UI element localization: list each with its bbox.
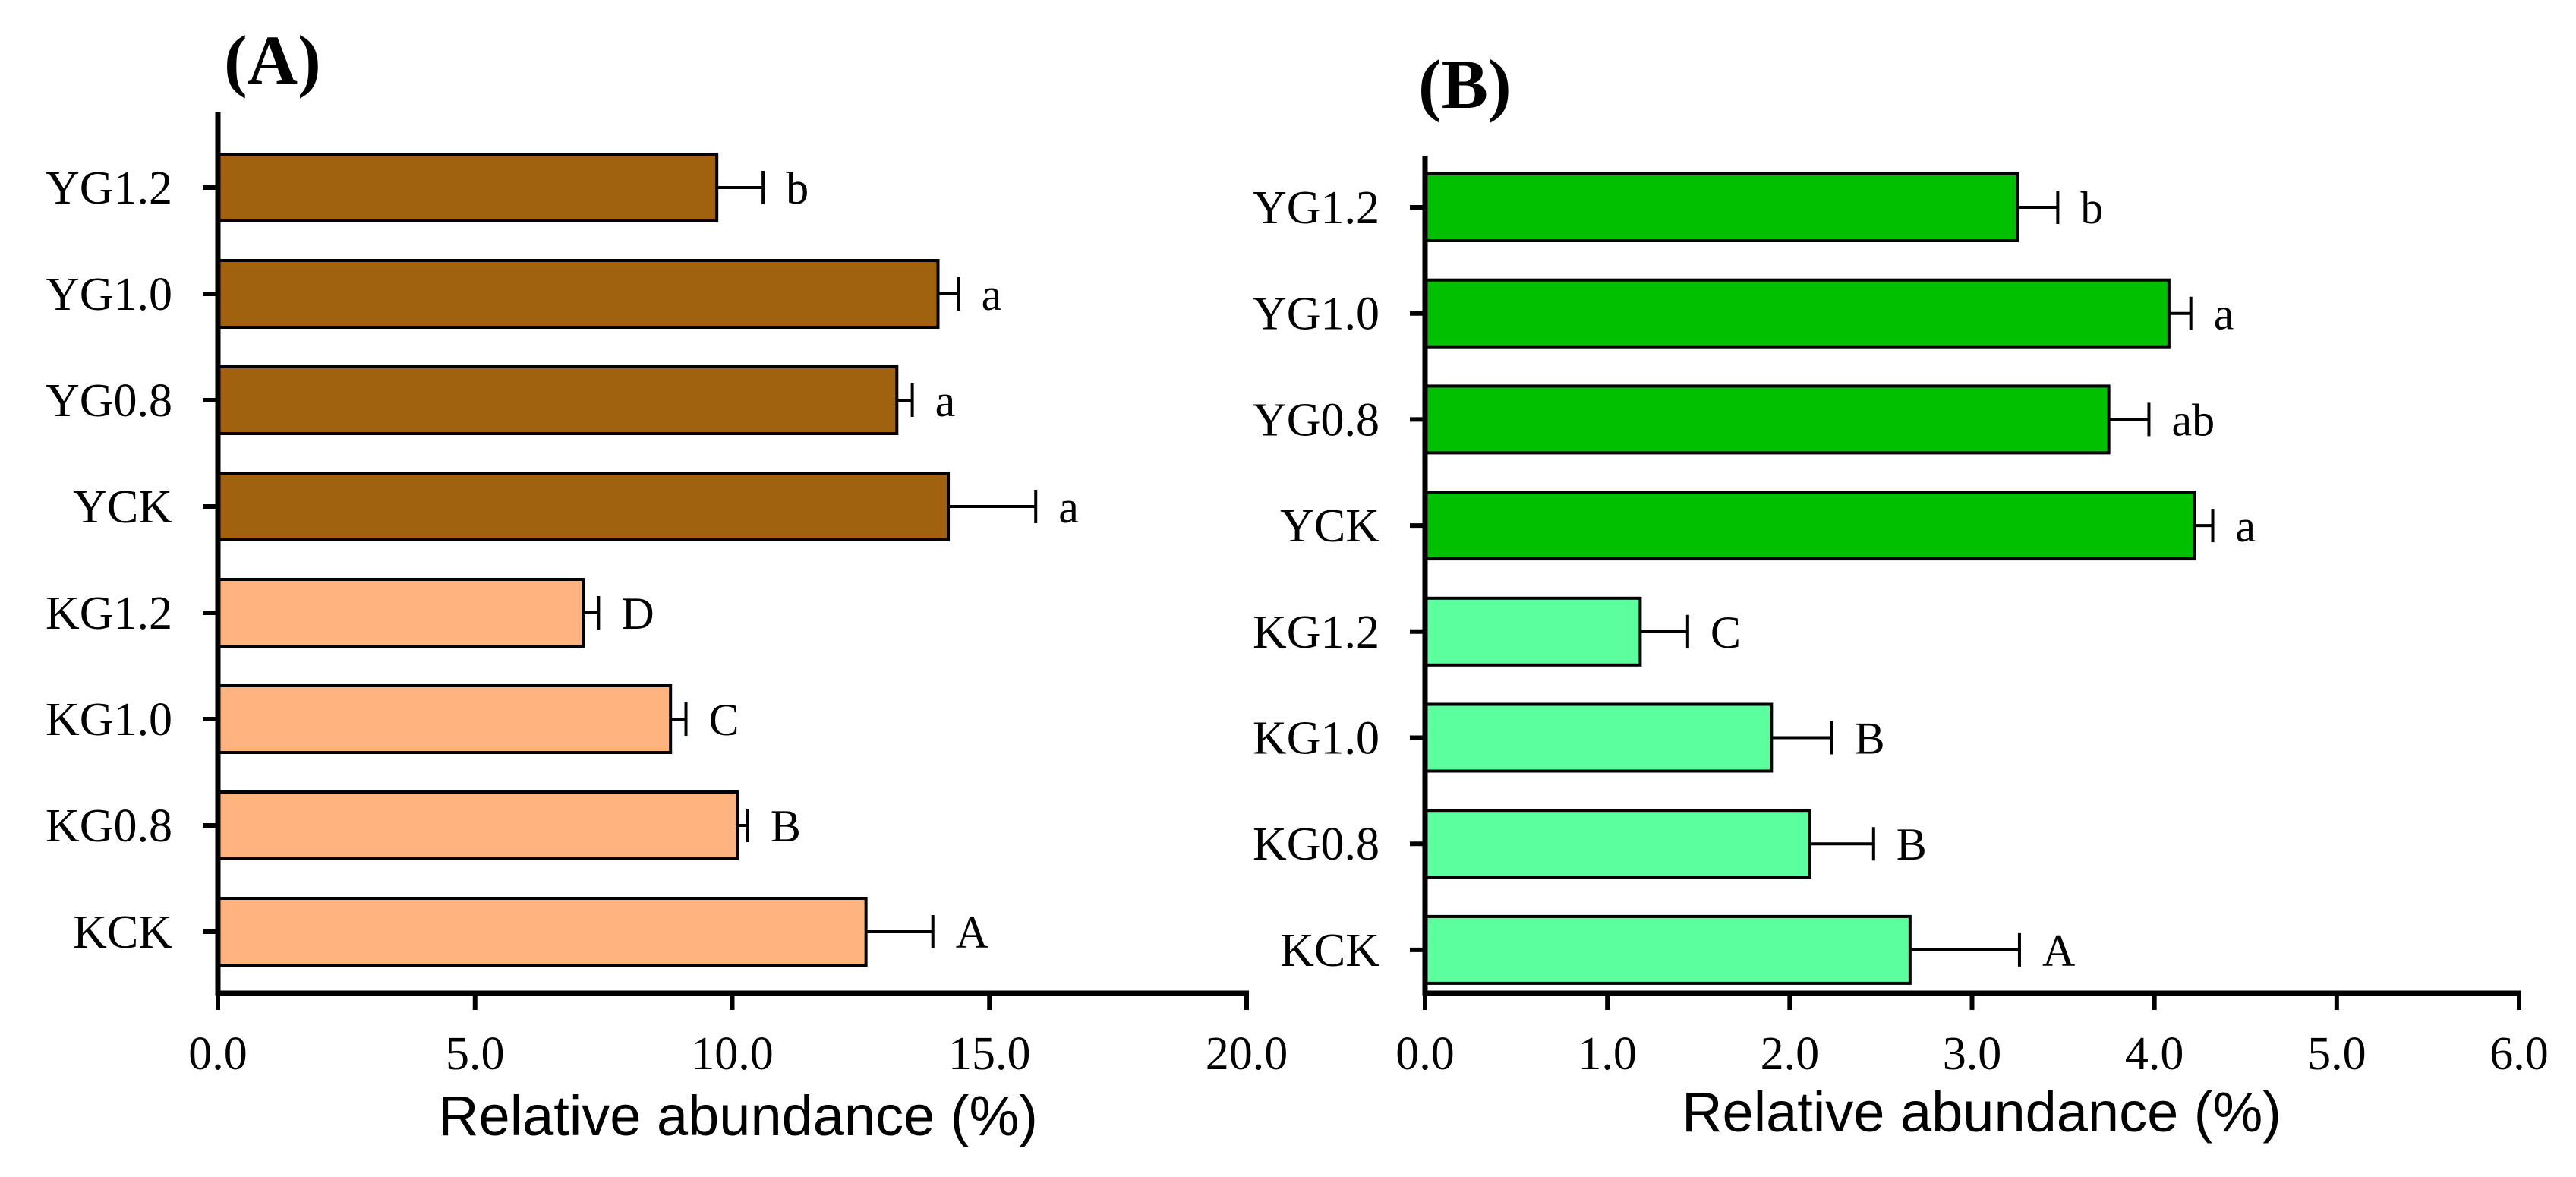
panel-a-x-axis-title: Relative abundance (%) <box>438 1084 1038 1147</box>
panel-b-x-tick-label-0.0: 0.0 <box>1395 1028 1455 1080</box>
panel-b-significance-YG1.0: a <box>2214 289 2234 339</box>
panel-a-significance-YG0.8: a <box>935 376 956 426</box>
panel-b-category-label-YG0.8: YG0.8 <box>1253 394 1379 446</box>
panel-a-bar-KG1.2 <box>216 578 585 648</box>
panel-a-category-label-YG0.8: YG0.8 <box>46 375 172 427</box>
panel-b-significance-KG1.0: B <box>1855 714 1885 764</box>
panel-a-x-tick-label-20.0: 20.0 <box>1206 1028 1288 1080</box>
panel-a-bar-KG0.8 <box>216 790 739 860</box>
panel-a-bar-YG0.8 <box>216 365 899 435</box>
panel-a-significance-KG0.8: B <box>771 801 801 851</box>
panel-b-category-label-KCK: KCK <box>1280 925 1379 977</box>
panel-b-significance-YG0.8: ab <box>2171 395 2215 445</box>
panel-a-significance-YG1.0: a <box>982 270 1002 320</box>
panel-a-bar-YG1.2 <box>216 153 719 222</box>
panel-b-bars: b a ab a C B B A <box>1424 172 2256 985</box>
panel-b-category-label-YCK: YCK <box>1280 500 1379 552</box>
panel-a-x-tick-label-10.0: 10.0 <box>691 1028 774 1080</box>
panel-a-bar-YG1.0 <box>216 259 940 329</box>
panel-a: (A) b a a a D C B A YG1.2 YG1.0 YG0.8 YCK KG1.2 KG1.… <box>46 21 1288 1147</box>
panel-b-significance-KG1.2: C <box>1711 607 1741 658</box>
panel-b-bar-KG1.0 <box>1424 702 1774 773</box>
panel-a-bar-KCK <box>216 897 868 967</box>
panel-b-x-tick-label-1.0: 1.0 <box>1578 1028 1637 1080</box>
panel-a-significance-KCK: A <box>956 907 988 958</box>
panel-a-category-label-YCK: YCK <box>73 481 172 533</box>
panel-a-category-label-YG1.0: YG1.0 <box>46 269 172 320</box>
panel-b-bar-KG0.8 <box>1424 809 1811 879</box>
panel-a-category-label-KCK: KCK <box>73 907 172 958</box>
panel-b-category-label-KG0.8: KG0.8 <box>1253 819 1379 870</box>
panel-a-x-tick-label-5.0: 5.0 <box>446 1028 505 1080</box>
panel-b-bar-YG0.8 <box>1424 384 2111 455</box>
panel-a-x-tick-label-0.0: 0.0 <box>188 1028 248 1080</box>
panel-b-label: (B) <box>1418 46 1512 123</box>
panel-a-x-tick-label-15.0: 15.0 <box>948 1028 1031 1080</box>
panel-a-category-label-KG1.2: KG1.2 <box>46 588 172 639</box>
panel-b-category-label-KG1.0: KG1.0 <box>1253 713 1379 765</box>
panel-b-significance-YCK: a <box>2236 501 2256 551</box>
panel-a-bars: b a a a D C B A <box>216 153 1079 967</box>
panel-b-significance-KG0.8: B <box>1897 819 1927 869</box>
panel-a-significance-YCK: a <box>1058 482 1079 532</box>
panel-b-category-label-YG1.0: YG1.0 <box>1253 289 1379 340</box>
panel-b-x-tick-label-3.0: 3.0 <box>1943 1028 2002 1080</box>
panel-b-bar-YG1.0 <box>1424 278 2171 349</box>
panel-a-category-label-KG1.0: KG1.0 <box>46 694 172 746</box>
panel-b-x-axis-title: Relative abundance (%) <box>1682 1081 2281 1144</box>
panel-a-significance-KG1.2: D <box>621 588 654 639</box>
panel-b-axes: YG1.2 YG1.0 YG0.8 YCK KG1.2 KG1.0 KG0.8 KCK 0.0 1… <box>1253 156 2549 1080</box>
panel-a-bar-KG1.0 <box>216 684 673 754</box>
panel-b-bar-KG1.2 <box>1424 596 1642 667</box>
panel-a-axes: YG1.2 YG1.0 YG0.8 YCK KG1.2 KG1.0 KG0.8 KCK 0.0 5… <box>46 112 1288 1080</box>
panel-b-category-label-KG1.2: KG1.2 <box>1253 607 1379 658</box>
panel-b-x-tick-label-5.0: 5.0 <box>2307 1028 2366 1080</box>
panel-a-bar-YCK <box>216 472 951 541</box>
panel-a-label: (A) <box>224 21 321 99</box>
panel-b-bar-YCK <box>1424 491 2196 561</box>
panel-a-significance-YG1.2: b <box>786 163 809 213</box>
panel-b-bar-KCK <box>1424 914 1912 985</box>
panel-b-x-tick-label-2.0: 2.0 <box>1761 1028 1820 1080</box>
panel-b-bar-YG1.2 <box>1424 172 2019 242</box>
panel-b-x-tick-label-6.0: 6.0 <box>2489 1028 2549 1080</box>
panel-b-significance-YG1.2: b <box>2080 183 2103 233</box>
panel-b-category-label-YG1.2: YG1.2 <box>1253 182 1379 234</box>
panel-a-category-label-KG0.8: KG0.8 <box>46 800 172 852</box>
panel-a-significance-KG1.0: C <box>709 695 739 745</box>
panel-b-x-tick-label-4.0: 4.0 <box>2125 1028 2184 1080</box>
panel-b: (B) b a ab a C B B A YG1.2 YG1.0 YG0.8 YCK KG1.2 KG1… <box>1253 46 2549 1144</box>
panel-a-category-label-YG1.2: YG1.2 <box>46 163 172 214</box>
panel-b-significance-KCK: A <box>2042 926 2075 976</box>
